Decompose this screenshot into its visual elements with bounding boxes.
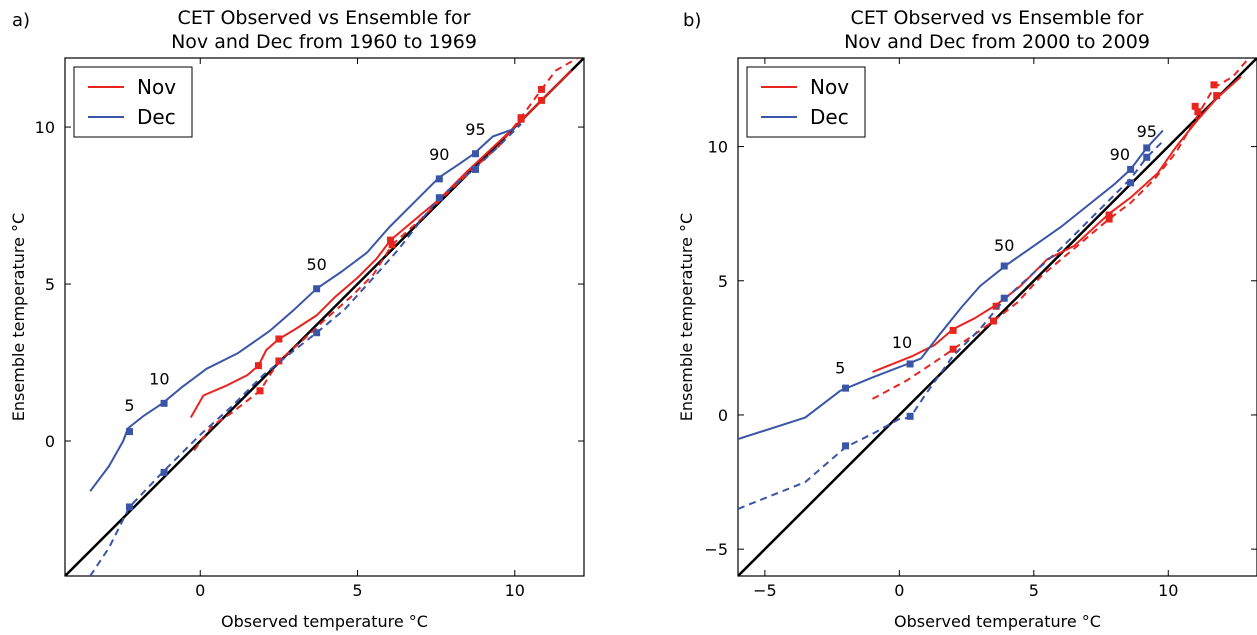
chart-title: CET Observed vs Ensemble for — [178, 7, 471, 29]
series-nov-marker — [1210, 81, 1218, 89]
percentile-label: 50 — [994, 236, 1014, 255]
series-dec-marker — [313, 285, 321, 293]
series-nov-marker — [538, 85, 546, 93]
legend-label-dec: Dec — [810, 105, 849, 129]
series-dec-marker — [435, 194, 443, 202]
series-nov-marker — [275, 335, 283, 343]
series-dec-marker — [1127, 165, 1135, 173]
series-nov-marker — [1105, 211, 1113, 219]
x-tick-label: 5 — [1029, 581, 1039, 600]
chart-subtitle: Nov and Dec from 1960 to 1969 — [171, 31, 477, 53]
y-axis-label: Ensemble temperature °C — [9, 213, 28, 421]
y-tick-label: 5 — [45, 275, 55, 294]
series-dec-marker — [125, 503, 133, 511]
series-nov-marker — [989, 317, 997, 325]
series-nov-marker — [256, 387, 264, 395]
series-nov-marker — [275, 357, 283, 365]
series-nov-marker — [1213, 92, 1221, 100]
series-dec-marker — [471, 165, 479, 173]
percentile-label: 90 — [429, 145, 449, 164]
series-dec-solid-line — [738, 129, 1164, 441]
series-dec-marker — [1000, 294, 1008, 302]
chart-subtitle: Nov and Dec from 2000 to 2009 — [844, 31, 1150, 53]
series-dec-marker — [313, 329, 321, 337]
percentile-label: 95 — [1137, 122, 1157, 141]
series-nov-marker — [388, 241, 396, 249]
series-dec-marker — [125, 428, 133, 436]
series-nov-dashed-line — [193, 58, 579, 451]
series-dec-dashed-line — [89, 123, 522, 576]
x-tick-label: 10 — [505, 581, 525, 600]
y-tick-label: 0 — [45, 432, 55, 451]
series-nov-marker — [254, 362, 262, 370]
series-dec-marker — [1143, 144, 1151, 152]
legend-box — [73, 66, 193, 138]
series-dec-marker — [842, 384, 850, 392]
series-dec-marker — [435, 175, 443, 183]
series-nov-marker — [538, 96, 546, 104]
percentile-label: 10 — [149, 369, 169, 388]
series-dec-marker — [1000, 262, 1008, 270]
legend-label-nov: Nov — [137, 75, 176, 99]
series-dec-marker — [160, 468, 168, 476]
y-axis-label: Ensemble temperature °C — [677, 213, 696, 421]
x-axis-label: Observed temperature °C — [221, 612, 428, 631]
y-tick-label: 10 — [35, 118, 55, 137]
series-nov-marker — [1194, 108, 1202, 116]
series-nov-marker — [949, 345, 957, 353]
series-nov-marker — [387, 236, 395, 244]
plot-frame — [737, 57, 1257, 577]
series-dec-marker — [1143, 153, 1151, 161]
x-tick-label: 0 — [894, 581, 904, 600]
y-tick-label: 10 — [708, 138, 728, 157]
chart-title: CET Observed vs Ensemble for — [851, 7, 1144, 29]
series-nov-marker — [1105, 215, 1113, 223]
panel-letter: a) — [12, 10, 30, 31]
series-nov-marker — [992, 302, 1000, 310]
y-tick-label: −5 — [704, 540, 728, 559]
legend-box — [746, 66, 866, 138]
percentile-label: 95 — [465, 120, 485, 139]
series-nov-dashed-line — [872, 58, 1250, 400]
series-dec-marker — [906, 412, 914, 420]
percentile-label: 10 — [892, 333, 912, 352]
plot-frame — [64, 57, 585, 577]
x-axis-label: Observed temperature °C — [894, 612, 1101, 631]
series-dec-marker — [160, 399, 168, 407]
x-tick-label: 5 — [352, 581, 362, 600]
percentile-label: 5 — [124, 396, 134, 415]
y-tick-label: 5 — [718, 272, 728, 291]
series-nov-marker — [949, 326, 957, 334]
percentile-label: 50 — [306, 255, 326, 274]
legend: Nov Dec — [73, 66, 193, 138]
legend-label-dec: Dec — [137, 105, 176, 129]
y-tick-label: 0 — [718, 406, 728, 425]
plot-data — [65, 58, 584, 576]
x-tick-label: 0 — [195, 581, 205, 600]
series-dec-dashed-line — [738, 140, 1164, 510]
series-nov-solid-line — [189, 69, 573, 418]
x-tick-label: 10 — [1158, 581, 1178, 600]
legend: Nov Dec — [746, 66, 866, 138]
series-dec-marker — [471, 150, 479, 158]
series-nov-solid-line — [872, 76, 1242, 373]
series-dec-solid-line — [89, 127, 516, 492]
x-tick-label: −5 — [753, 581, 777, 600]
legend-label-nov: Nov — [810, 75, 849, 99]
series-dec-marker — [906, 360, 914, 368]
percentile-label: 90 — [1110, 145, 1130, 164]
percentile-label: 5 — [835, 358, 845, 377]
series-dec-marker — [1127, 179, 1135, 187]
panel-letter: b) — [683, 10, 701, 31]
series-nov-marker — [517, 114, 525, 122]
plot-data — [738, 58, 1257, 576]
series-nov-marker — [1191, 102, 1199, 110]
series-dec-marker — [842, 442, 850, 450]
